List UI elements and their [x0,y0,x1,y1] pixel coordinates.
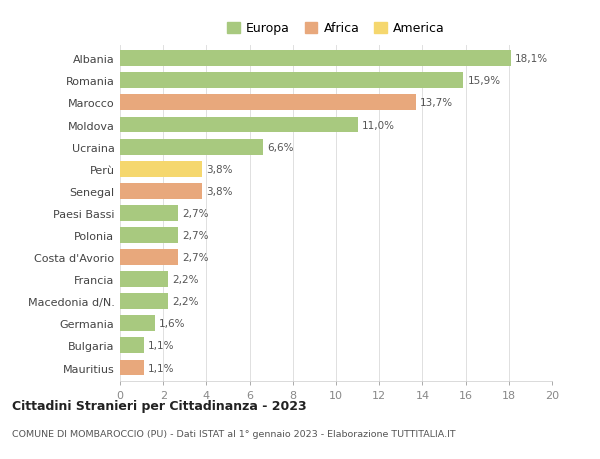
Bar [120,73,463,89]
Bar [120,228,178,243]
Text: 2,7%: 2,7% [182,230,209,241]
Bar [120,118,358,133]
Text: 1,1%: 1,1% [148,341,175,351]
Text: 15,9%: 15,9% [468,76,501,86]
Bar [120,360,144,375]
Text: 6,6%: 6,6% [267,142,293,152]
Text: 1,1%: 1,1% [148,363,175,373]
Text: 1,6%: 1,6% [159,319,185,329]
Bar [120,338,144,353]
Bar [120,294,167,309]
Bar [120,206,178,221]
Bar [120,184,202,199]
Text: 3,8%: 3,8% [206,164,233,174]
Text: 13,7%: 13,7% [420,98,454,108]
Bar [120,51,511,67]
Bar [120,95,416,111]
Text: 3,8%: 3,8% [206,186,233,196]
Text: Cittadini Stranieri per Cittadinanza - 2023: Cittadini Stranieri per Cittadinanza - 2… [12,399,307,412]
Text: 2,2%: 2,2% [172,274,199,285]
Bar [120,162,202,177]
Bar [120,316,155,331]
Legend: Europa, Africa, America: Europa, Africa, America [223,19,449,39]
Text: COMUNE DI MOMBAROCCIO (PU) - Dati ISTAT al 1° gennaio 2023 - Elaborazione TUTTIT: COMUNE DI MOMBAROCCIO (PU) - Dati ISTAT … [12,429,455,438]
Text: 2,7%: 2,7% [182,252,209,263]
Text: 2,7%: 2,7% [182,208,209,218]
Text: 11,0%: 11,0% [362,120,395,130]
Text: 18,1%: 18,1% [515,54,548,64]
Text: 2,2%: 2,2% [172,297,199,307]
Bar [120,250,178,265]
Bar [120,140,263,155]
Bar [120,272,167,287]
